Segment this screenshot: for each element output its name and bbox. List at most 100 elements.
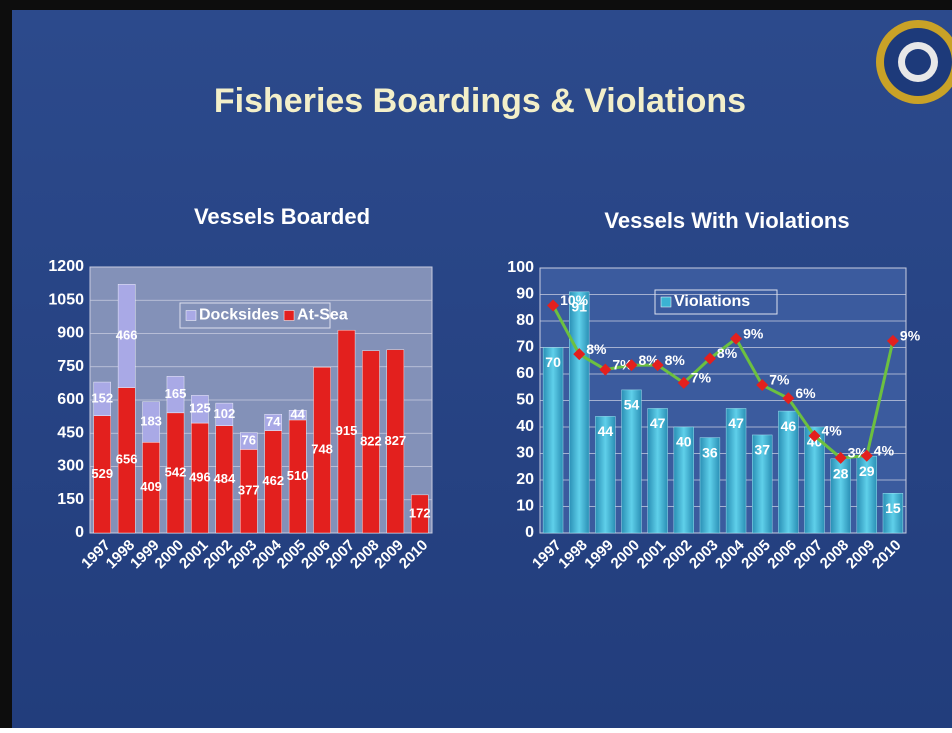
line-marker [730,332,743,345]
line-marker [782,392,795,405]
y-tick-label: 40 [516,418,534,435]
line-marker [860,449,873,462]
data-label: 9% [743,325,764,341]
bar [699,437,721,534]
data-label: 47 [728,415,744,431]
data-label: 7% [691,370,712,386]
y-tick-label: 1200 [48,258,84,275]
data-label: 10% [560,292,589,308]
data-label: 54 [624,397,640,413]
bar [621,389,642,534]
bar-segment [142,401,160,443]
y-tick-label: 900 [57,325,84,342]
bar [673,426,694,534]
bar-segment [337,329,356,534]
data-label: 15 [885,500,901,516]
data-label: 915 [336,423,358,438]
bar [647,408,668,534]
bar-segment [386,349,405,534]
chart-title: Vessels With Violations [604,208,849,233]
data-label: 8% [665,352,686,368]
bar [752,434,773,534]
data-label: 409 [140,479,162,494]
bar-segment [411,494,429,534]
line-marker [547,299,560,312]
legend-swatch [283,310,295,321]
data-label: 44 [598,423,614,439]
data-label: 827 [385,433,407,448]
data-label: 8% [586,341,607,357]
data-label: 28 [833,466,849,482]
y-tick-label: 0 [525,524,534,541]
line-marker [756,379,769,392]
data-label: 822 [360,433,382,448]
data-label: 8% [717,345,738,361]
data-label: 529 [91,466,113,481]
data-label: 37 [754,442,770,458]
data-label: 484 [214,471,236,486]
data-label: 47 [650,415,666,431]
bar-segment [93,381,111,416]
y-tick-label: 10 [516,498,534,515]
legend-label: Violations [674,293,750,310]
legend-box [179,302,331,329]
line-marker [703,352,716,365]
line-marker [886,334,899,347]
bar [804,426,825,534]
bar [595,416,616,534]
y-tick-label: 50 [516,392,534,409]
y-tick-label: 0 [75,524,84,541]
legend-label: Docksides [199,307,279,324]
y-tick-label: 750 [57,358,84,375]
data-label: 7% [769,372,790,388]
data-label: 44 [290,407,305,422]
bar-segment [191,395,209,424]
data-label: 7% [612,356,633,372]
slide-title: Fisheries Boardings & Violations [214,82,746,120]
data-label: 542 [165,464,187,479]
line-marker [677,376,690,389]
y-tick-label: 80 [516,312,534,329]
data-label: 46 [781,418,797,434]
data-label: 172 [409,505,431,520]
data-label: 510 [287,468,309,483]
line-marker [651,359,664,372]
data-label: 4% [822,423,843,439]
data-label: 91 [571,299,587,315]
data-label: 36 [702,444,718,460]
y-tick-label: 20 [516,471,534,488]
data-label: 29 [859,463,875,479]
y-tick-label: 1050 [48,291,84,308]
data-label: 40 [676,434,692,450]
bar-segment [166,376,185,414]
legend-label: At-Sea [297,307,348,324]
bar-segment [288,409,307,421]
line-marker [599,363,612,376]
data-label: 9% [900,328,921,344]
line-marker [834,451,847,464]
bar [569,291,590,534]
legend-box [654,289,778,315]
data-label: 70 [545,354,561,370]
y-tick-label: 60 [516,365,534,382]
bar [882,493,904,534]
legend-swatch [185,310,197,321]
data-label: 496 [189,469,211,484]
bar-segment [240,432,258,450]
legend-swatch [660,296,672,308]
y-tick-label: 30 [516,445,534,462]
bar-segment [362,350,380,534]
y-tick-label: 100 [507,259,534,276]
bar [542,347,564,534]
data-label: 165 [165,386,187,401]
data-label: 152 [91,390,113,405]
data-label: 4% [874,442,895,458]
bar [778,410,799,534]
data-label: 125 [189,401,211,416]
data-label: 748 [311,442,333,457]
data-label: 466 [116,327,138,342]
data-label: 74 [266,414,281,429]
data-label: 102 [214,406,236,421]
y-tick-label: 90 [516,286,534,303]
data-label: 462 [262,473,284,488]
